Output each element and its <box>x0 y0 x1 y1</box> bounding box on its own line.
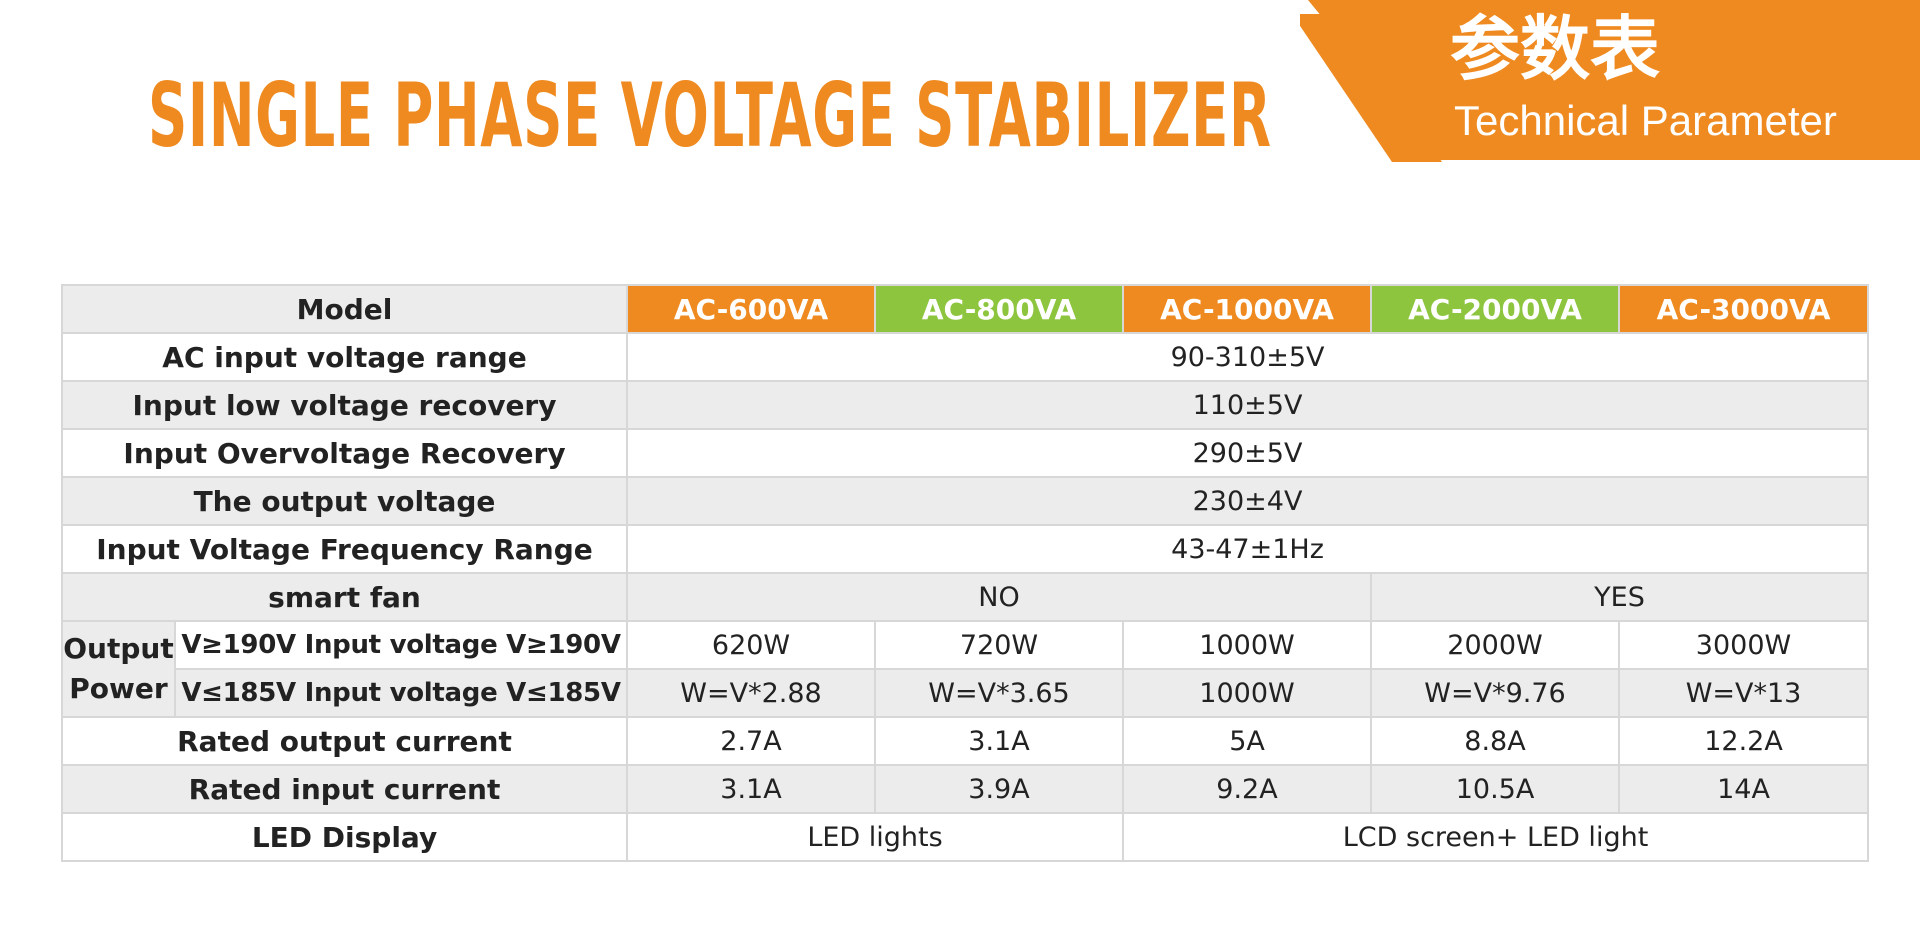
row-value: 90-310±5V <box>626 332 1870 382</box>
cell-value: 12.2A <box>1618 716 1870 766</box>
led-lights-value: LED lights <box>626 812 1125 862</box>
fan-yes-value: YES <box>1370 572 1870 622</box>
row-label: Input Overvoltage Recovery <box>60 428 629 478</box>
cell-value: 1000W <box>1122 668 1373 718</box>
cell-value: 14A <box>1618 764 1870 814</box>
row-label: Input Voltage Frequency Range <box>60 524 629 574</box>
table-row: Output Power V≥190V Input voltage V≥190V… <box>61 620 1870 718</box>
table-row: Input low voltage recovery 110±5V <box>60 380 1870 430</box>
cell-value: W=V*13 <box>1618 668 1870 718</box>
banner-background <box>1300 0 1920 162</box>
row-label: Rated input current <box>60 764 629 814</box>
output-power-label: Output Power <box>61 620 176 718</box>
cell-value: 3.1A <box>874 716 1125 766</box>
cell-value: 10.5A <box>1370 764 1621 814</box>
row-label: Rated output current <box>60 716 629 766</box>
cell-value: W=V*3.65 <box>874 668 1125 718</box>
table-row: Input Voltage Frequency Range 43-47±1Hz <box>60 524 1870 574</box>
table-row: Rated input current 3.1A 3.9A 9.2A 10.5A… <box>60 764 1870 814</box>
row-value: 230±4V <box>626 476 1870 526</box>
row-label: The output voltage <box>60 476 629 526</box>
fan-no-value: NO <box>626 572 1373 622</box>
cell-value: W=V*2.88 <box>626 668 877 718</box>
table-row: Rated output current 2.7A 3.1A 5A 8.8A 1… <box>60 716 1870 766</box>
cell-value: 2.7A <box>626 716 877 766</box>
cell-value: 2000W <box>1370 620 1621 670</box>
row-value: 110±5V <box>626 380 1870 430</box>
output-power-high-label: V≥190V Input voltage V≥190V <box>173 620 629 670</box>
cell-value: 3000W <box>1618 620 1870 670</box>
table-row: smart fan NO YES <box>60 572 1870 622</box>
model-header: AC-600VA <box>626 284 877 334</box>
model-header: AC-2000VA <box>1370 284 1621 334</box>
table-row: V≤185V Input voltage V≤185V W=V*2.88 W=V… <box>62 668 1870 718</box>
model-label: Model <box>60 284 629 334</box>
model-row: Model AC-600VA AC-800VA AC-1000VA AC-200… <box>60 284 1870 334</box>
table-row: Input Overvoltage Recovery 290±5V <box>60 428 1870 478</box>
model-header: AC-3000VA <box>1618 284 1870 334</box>
table-row: AC input voltage range 90-310±5V <box>60 332 1870 382</box>
model-header: AC-1000VA <box>1122 284 1373 334</box>
row-label: Input low voltage recovery <box>60 380 629 430</box>
cell-value: W=V*9.76 <box>1370 668 1621 718</box>
banner-english-title: Technical Parameter <box>1454 97 1837 144</box>
cell-value: 9.2A <box>1122 764 1373 814</box>
row-label: smart fan <box>60 572 629 622</box>
cell-value: 8.8A <box>1370 716 1621 766</box>
row-value: 43-47±1Hz <box>626 524 1870 574</box>
row-label: AC input voltage range <box>60 332 629 382</box>
row-value: 290±5V <box>626 428 1870 478</box>
cell-value: 5A <box>1122 716 1373 766</box>
output-power-low-label: V≤185V Input voltage V≤185V <box>173 668 629 718</box>
spec-table: Model AC-600VA AC-800VA AC-1000VA AC-200… <box>60 284 1870 862</box>
lcd-screen-value: LCD screen+ LED light <box>1122 812 1870 862</box>
cell-value: 1000W <box>1122 620 1373 670</box>
table-row: LED Display LED lights LCD screen+ LED l… <box>60 812 1870 862</box>
row-label: LED Display <box>60 812 629 862</box>
model-header: AC-800VA <box>874 284 1125 334</box>
cell-value: 720W <box>874 620 1125 670</box>
table-row: The output voltage 230±4V <box>60 476 1870 526</box>
cell-value: 3.9A <box>874 764 1125 814</box>
cell-value: 3.1A <box>626 764 877 814</box>
cell-value: 620W <box>626 620 877 670</box>
page-title: SINGLE PHASE VOLTAGE STABILIZER <box>148 64 1272 167</box>
banner-chinese-title: 参数表 <box>1450 8 1660 90</box>
